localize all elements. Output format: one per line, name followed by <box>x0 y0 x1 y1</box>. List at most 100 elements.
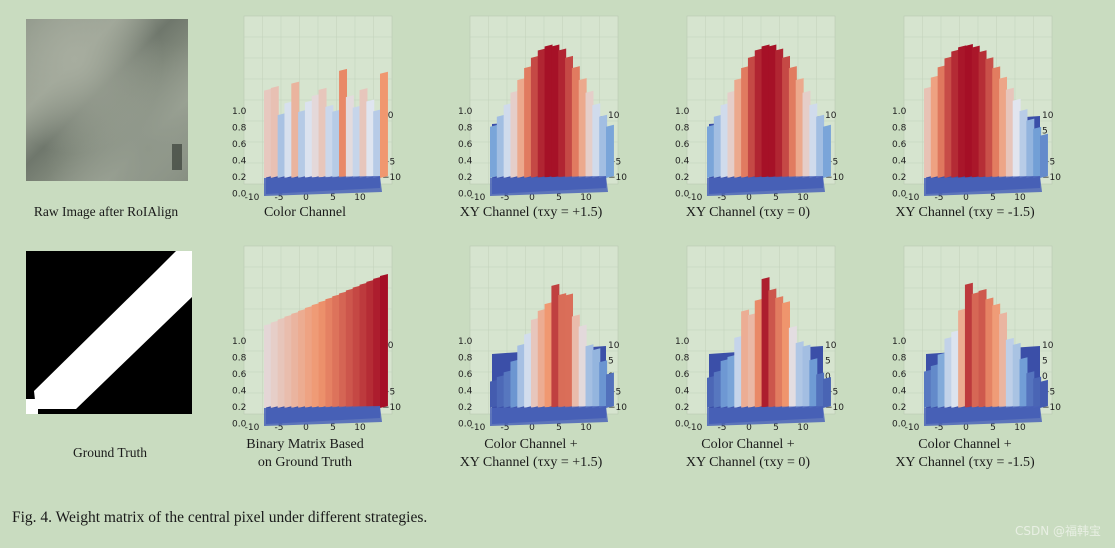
x-tick-label: -5 <box>501 423 510 433</box>
caption-line-1: Color Channel + <box>701 437 795 452</box>
x-tick-label: 10 <box>354 193 366 203</box>
z-tick-label: 0.6 <box>458 140 473 150</box>
y-tick-label: −10 <box>825 173 844 183</box>
z-tick-label: 0.8 <box>232 124 247 134</box>
z-tick-label: 1.0 <box>458 107 473 117</box>
y-tick-label: −5 <box>1042 158 1055 168</box>
z-tick-label: 1.0 <box>675 107 690 117</box>
figure-caption: Fig. 4. Weight matrix of the central pix… <box>12 509 428 526</box>
x-tick-label: 0 <box>963 193 969 203</box>
z-tick-label: 0.2 <box>458 173 472 183</box>
y-tick-label: 10 <box>825 111 837 121</box>
z-tick-label: 0.0 <box>458 420 473 430</box>
z-tick-label: 0.0 <box>675 190 690 200</box>
y-tick-label: −5 <box>825 158 838 168</box>
z-tick-label: 0.4 <box>675 387 690 397</box>
z-tick-label: 0.6 <box>892 370 907 380</box>
caption-line-1: XY Channel (τxy = 0) <box>685 205 811 220</box>
plot-row2-col4: 1.0 0.8 0.6 0.4 0.2 0.0 -10 -5 0 5 10 10 5 0 −5 −10 <box>890 236 1061 466</box>
caption-line-1: Color Channel + <box>484 437 578 452</box>
z-tick-label: 1.0 <box>892 107 907 117</box>
z-tick-label: 0.0 <box>892 190 907 200</box>
caption-line-2: XY Channel (τxy = +1.5) <box>459 455 603 470</box>
y-tick-label: 5 <box>1042 127 1048 137</box>
x-tick-label: 10 <box>797 193 809 203</box>
y-tick-label: −10 <box>608 403 627 413</box>
y-tick-label: −5 <box>382 158 395 168</box>
plot-row2-col3: 1.0 0.8 0.6 0.4 0.2 0.0 -10 -5 0 5 10 10 5 0 −5 −10 <box>673 236 844 466</box>
z-tick-label: 0.2 <box>232 403 246 413</box>
x-tick-label: 0 <box>529 423 535 433</box>
x-tick-label: -5 <box>275 423 284 433</box>
x-tick-label: -10 <box>245 193 260 203</box>
x-tick-label: 5 <box>556 193 562 203</box>
z-tick-label: 0.6 <box>232 140 247 150</box>
x-tick-label: 10 <box>797 423 809 433</box>
y-tick-label: 5 <box>825 357 831 367</box>
y-tick-label: −5 <box>825 388 838 398</box>
z-tick-label: 0.8 <box>458 354 473 364</box>
y-tick-label: −10 <box>1042 173 1061 183</box>
z-tick-label: 0.8 <box>892 124 907 134</box>
x-tick-label: 5 <box>330 193 336 203</box>
x-tick-label: 5 <box>990 423 996 433</box>
x-tick-label: -10 <box>245 423 260 433</box>
z-tick-label: 0.4 <box>675 157 690 167</box>
y-tick-label: −10 <box>825 403 844 413</box>
x-tick-label: 10 <box>580 193 592 203</box>
x-tick-label: -10 <box>905 423 920 433</box>
x-tick-label: -5 <box>718 423 727 433</box>
raw-image-caption: Raw Image after RoIAlign <box>33 204 179 219</box>
z-tick-label: 0.2 <box>458 403 472 413</box>
x-tick-label: 0 <box>303 423 309 433</box>
plot-caption-row1-col4: XY Channel (τxy = -1.5) <box>850 204 1080 222</box>
z-tick-label: 0.8 <box>458 124 473 134</box>
x-tick-label: -5 <box>935 193 944 203</box>
z-tick-label: 0.2 <box>892 173 906 183</box>
y-tick-label: 0 <box>825 372 831 382</box>
y-tick-label: 10 <box>1042 341 1054 351</box>
x-tick-label: 5 <box>773 193 779 203</box>
y-tick-label: 5 <box>1042 357 1048 367</box>
caption-line-1: XY Channel (τxy = -1.5) <box>895 205 1035 220</box>
x-tick-label: 0 <box>963 423 969 433</box>
plot-caption-row1-col2: XY Channel (τxy = +1.5) <box>416 204 646 222</box>
x-tick-label: 10 <box>354 423 366 433</box>
caption-line-1: Binary Matrix Based <box>246 437 364 452</box>
caption-line-1: Color Channel + <box>918 437 1012 452</box>
x-tick-label: 0 <box>746 193 752 203</box>
x-tick-label: -10 <box>688 193 703 203</box>
y-tick-label: −5 <box>1042 388 1055 398</box>
z-tick-label: 0.4 <box>892 387 907 397</box>
caption-line-2: XY Channel (τxy = -1.5) <box>895 455 1035 470</box>
x-tick-label: -10 <box>688 423 703 433</box>
plot-caption-row2-col1: Binary Matrix Based on Ground Truth <box>190 436 420 472</box>
z-tick-label: 0.8 <box>892 354 907 364</box>
z-tick-label: 0.4 <box>892 157 907 167</box>
z-tick-label: 0.6 <box>675 370 690 380</box>
z-tick-label: 0.4 <box>232 157 247 167</box>
z-tick-label: 0.8 <box>232 354 247 364</box>
z-tick-label: 0.6 <box>458 370 473 380</box>
z-tick-label: 0.0 <box>232 420 247 430</box>
ground-truth-image <box>26 251 192 414</box>
x-tick-label: 5 <box>773 423 779 433</box>
x-tick-label: -10 <box>905 193 920 203</box>
z-tick-label: 1.0 <box>892 337 907 347</box>
z-tick-label: 0.0 <box>232 190 247 200</box>
z-tick-label: 0.0 <box>675 420 690 430</box>
y-tick-label: 10 <box>1042 111 1054 121</box>
z-tick-label: 0.2 <box>675 403 689 413</box>
x-tick-label: -10 <box>471 423 486 433</box>
z-tick-label: 0.6 <box>892 140 907 150</box>
x-tick-label: -5 <box>501 193 510 203</box>
x-tick-label: 5 <box>990 193 996 203</box>
y-tick-label: −10 <box>608 173 627 183</box>
y-tick-label: −10 <box>382 173 401 183</box>
y-tick-label: −10 <box>382 403 401 413</box>
plot-caption-row2-col2: Color Channel + XY Channel (τxy = +1.5) <box>416 436 646 472</box>
